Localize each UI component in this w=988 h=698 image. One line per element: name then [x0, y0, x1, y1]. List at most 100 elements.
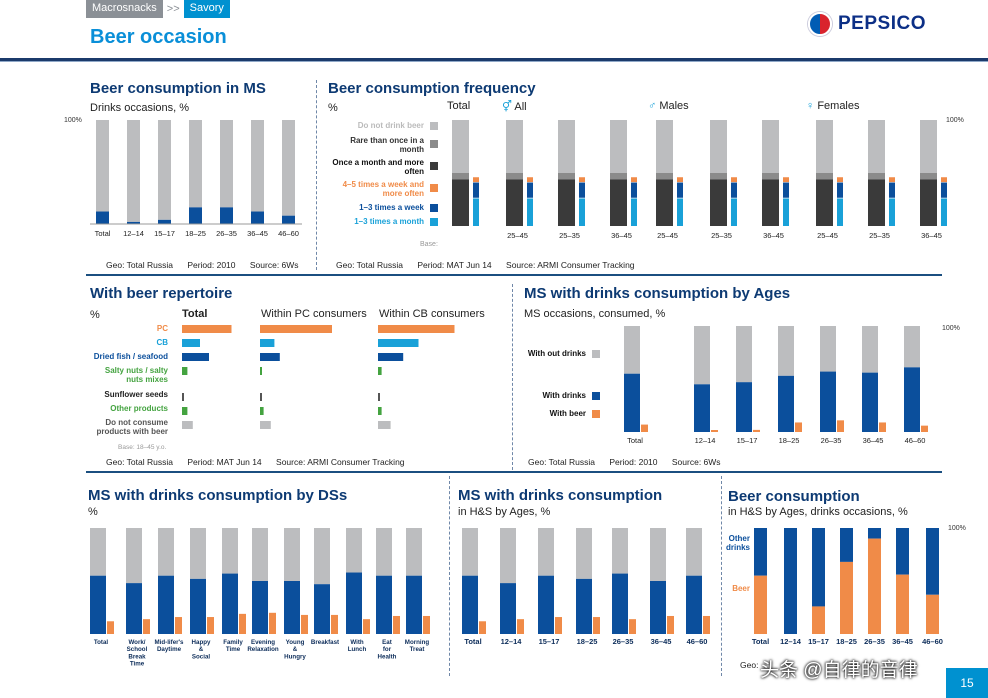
legend-beer: Beer	[732, 584, 750, 593]
tick-label: 12–14	[123, 229, 144, 238]
base-label: Base:	[420, 241, 438, 248]
tick-label: Total	[752, 637, 769, 646]
repertoire-row-label: Sunflower seeds	[104, 390, 168, 399]
legend-swatch	[592, 350, 600, 358]
bar-no-beer	[656, 120, 673, 173]
bar-rare	[816, 173, 833, 180]
bar-rare	[610, 173, 627, 180]
tick-label: 15–17	[737, 436, 758, 445]
bar-with-beer	[795, 422, 802, 432]
legend-swatch	[592, 392, 600, 400]
legend-item: With out drinks	[527, 349, 586, 358]
bar-beer	[158, 219, 171, 224]
bar-with-drinks	[190, 578, 206, 634]
bar-without-drinks	[376, 528, 392, 576]
bar-rare	[762, 173, 779, 180]
bar-without-drinks	[284, 528, 300, 581]
ms-ages-chart: 100% Total 12–14 15–17 18–25 26–35 36–45 46–60	[624, 325, 960, 445]
bar-1-3-week	[941, 182, 947, 198]
footer-geo: Geo: Total Russia	[528, 457, 595, 467]
tick-label: 12–14	[695, 436, 716, 445]
bar-with-drinks	[406, 575, 422, 634]
bar-with-drinks	[90, 575, 106, 634]
footer-geo: Geo: Total Russia	[106, 260, 173, 270]
bar-without-drinks	[612, 528, 628, 574]
footer-period: Period: 2010	[609, 457, 658, 467]
bar-other	[127, 120, 140, 222]
bar-with-beer	[479, 621, 486, 634]
bar-no-beer	[920, 120, 937, 173]
breadcrumb-current[interactable]: Savory	[183, 0, 230, 18]
tick-label: Family Time	[223, 639, 243, 653]
ms-ds-subtitle: %	[88, 506, 98, 518]
pepsi-globe-icon	[808, 12, 832, 36]
bar-with-beer	[393, 615, 400, 634]
bar-with-drinks	[576, 578, 592, 634]
bar-other	[96, 120, 109, 212]
beer-ms-subtitle: Drinks occasions, %	[90, 102, 190, 114]
ms-ages-subtitle: MS occasions, consumed, %	[524, 308, 666, 320]
tick-label: 26–35	[216, 229, 237, 238]
repertoire-bar	[182, 325, 232, 333]
bar-with-drinks	[624, 373, 640, 432]
y-top-label: 100%	[64, 117, 82, 124]
tick-label: 15–17	[539, 637, 560, 646]
bar-with-drinks	[650, 581, 666, 634]
tick-label: 36–45	[863, 436, 884, 445]
pepsico-logo: PEPSICO	[808, 12, 926, 36]
bar-1-3-week	[837, 182, 843, 198]
tick-label: 36–45	[651, 637, 672, 646]
bar-no-beer	[710, 120, 727, 173]
bar-beer	[282, 215, 295, 224]
bar-beer	[840, 561, 853, 634]
repertoire-row-label: PC	[156, 324, 168, 333]
bar-beer	[868, 538, 881, 634]
repertoire-footer: Geo: Total Russia Period: MAT Jun 14 Sou…	[106, 457, 417, 467]
bar-1-3-month	[783, 198, 789, 226]
bar-with-beer	[107, 621, 114, 634]
bar-with-beer	[239, 613, 246, 634]
breadcrumb-parent[interactable]: Macrosnacks	[86, 0, 163, 18]
tick-label: Total	[94, 639, 109, 646]
bar-other-drinks	[896, 528, 909, 575]
bar-4-5-week	[473, 177, 479, 183]
bar-with-beer	[703, 615, 710, 634]
bar-other	[251, 120, 264, 212]
bar-no-beer	[868, 120, 885, 173]
tick-label: 36–45	[892, 637, 913, 646]
bar-with-drinks	[314, 584, 330, 634]
freq-group-total: Total	[447, 100, 471, 112]
bar-with-beer	[667, 615, 674, 634]
bar-with-beer	[629, 619, 636, 634]
repertoire-bar	[182, 421, 193, 429]
bar-1-3-week	[631, 182, 637, 198]
legend-item: 1–3 times a week	[359, 203, 424, 212]
bar-without-drinks	[736, 326, 752, 383]
tick-label: Happy & Social	[192, 639, 211, 660]
rep-col-cb: Within CB consumers	[379, 308, 485, 320]
bar-rare	[920, 173, 937, 180]
beer-hs-subtitle: in H&S by Ages, drinks occasions, %	[728, 506, 908, 518]
bar-other-drinks	[812, 528, 825, 607]
male-icon: ♂	[648, 100, 660, 112]
bar-rare	[506, 173, 523, 180]
beer-freq-footer: Geo: Total Russia Period: MAT Jun 14 Sou…	[336, 260, 647, 270]
repertoire-chart	[182, 325, 455, 429]
legend-item: With drinks	[542, 391, 586, 400]
tick-label: 18–25	[577, 637, 598, 646]
tick-label: Work/School Break Time	[127, 639, 148, 668]
y-top-label: 100%	[948, 525, 966, 532]
bar-with-beer	[555, 617, 562, 634]
bar-no-beer	[558, 120, 575, 173]
y-top-label: 100%	[946, 117, 964, 124]
legend-other-drinks: Other drinks	[725, 534, 750, 552]
bar-beer	[812, 606, 825, 634]
bar-1-3-week	[579, 182, 585, 198]
freq-group-males-label: Males	[659, 100, 689, 112]
bar-1-3-month	[631, 198, 637, 226]
bar-with-drinks	[612, 573, 628, 634]
bar-with-drinks	[736, 382, 752, 432]
beer-freq-title: Beer consumption frequency	[328, 80, 536, 97]
repertoire-bar	[260, 393, 262, 401]
bar-4-5-week	[731, 177, 737, 183]
